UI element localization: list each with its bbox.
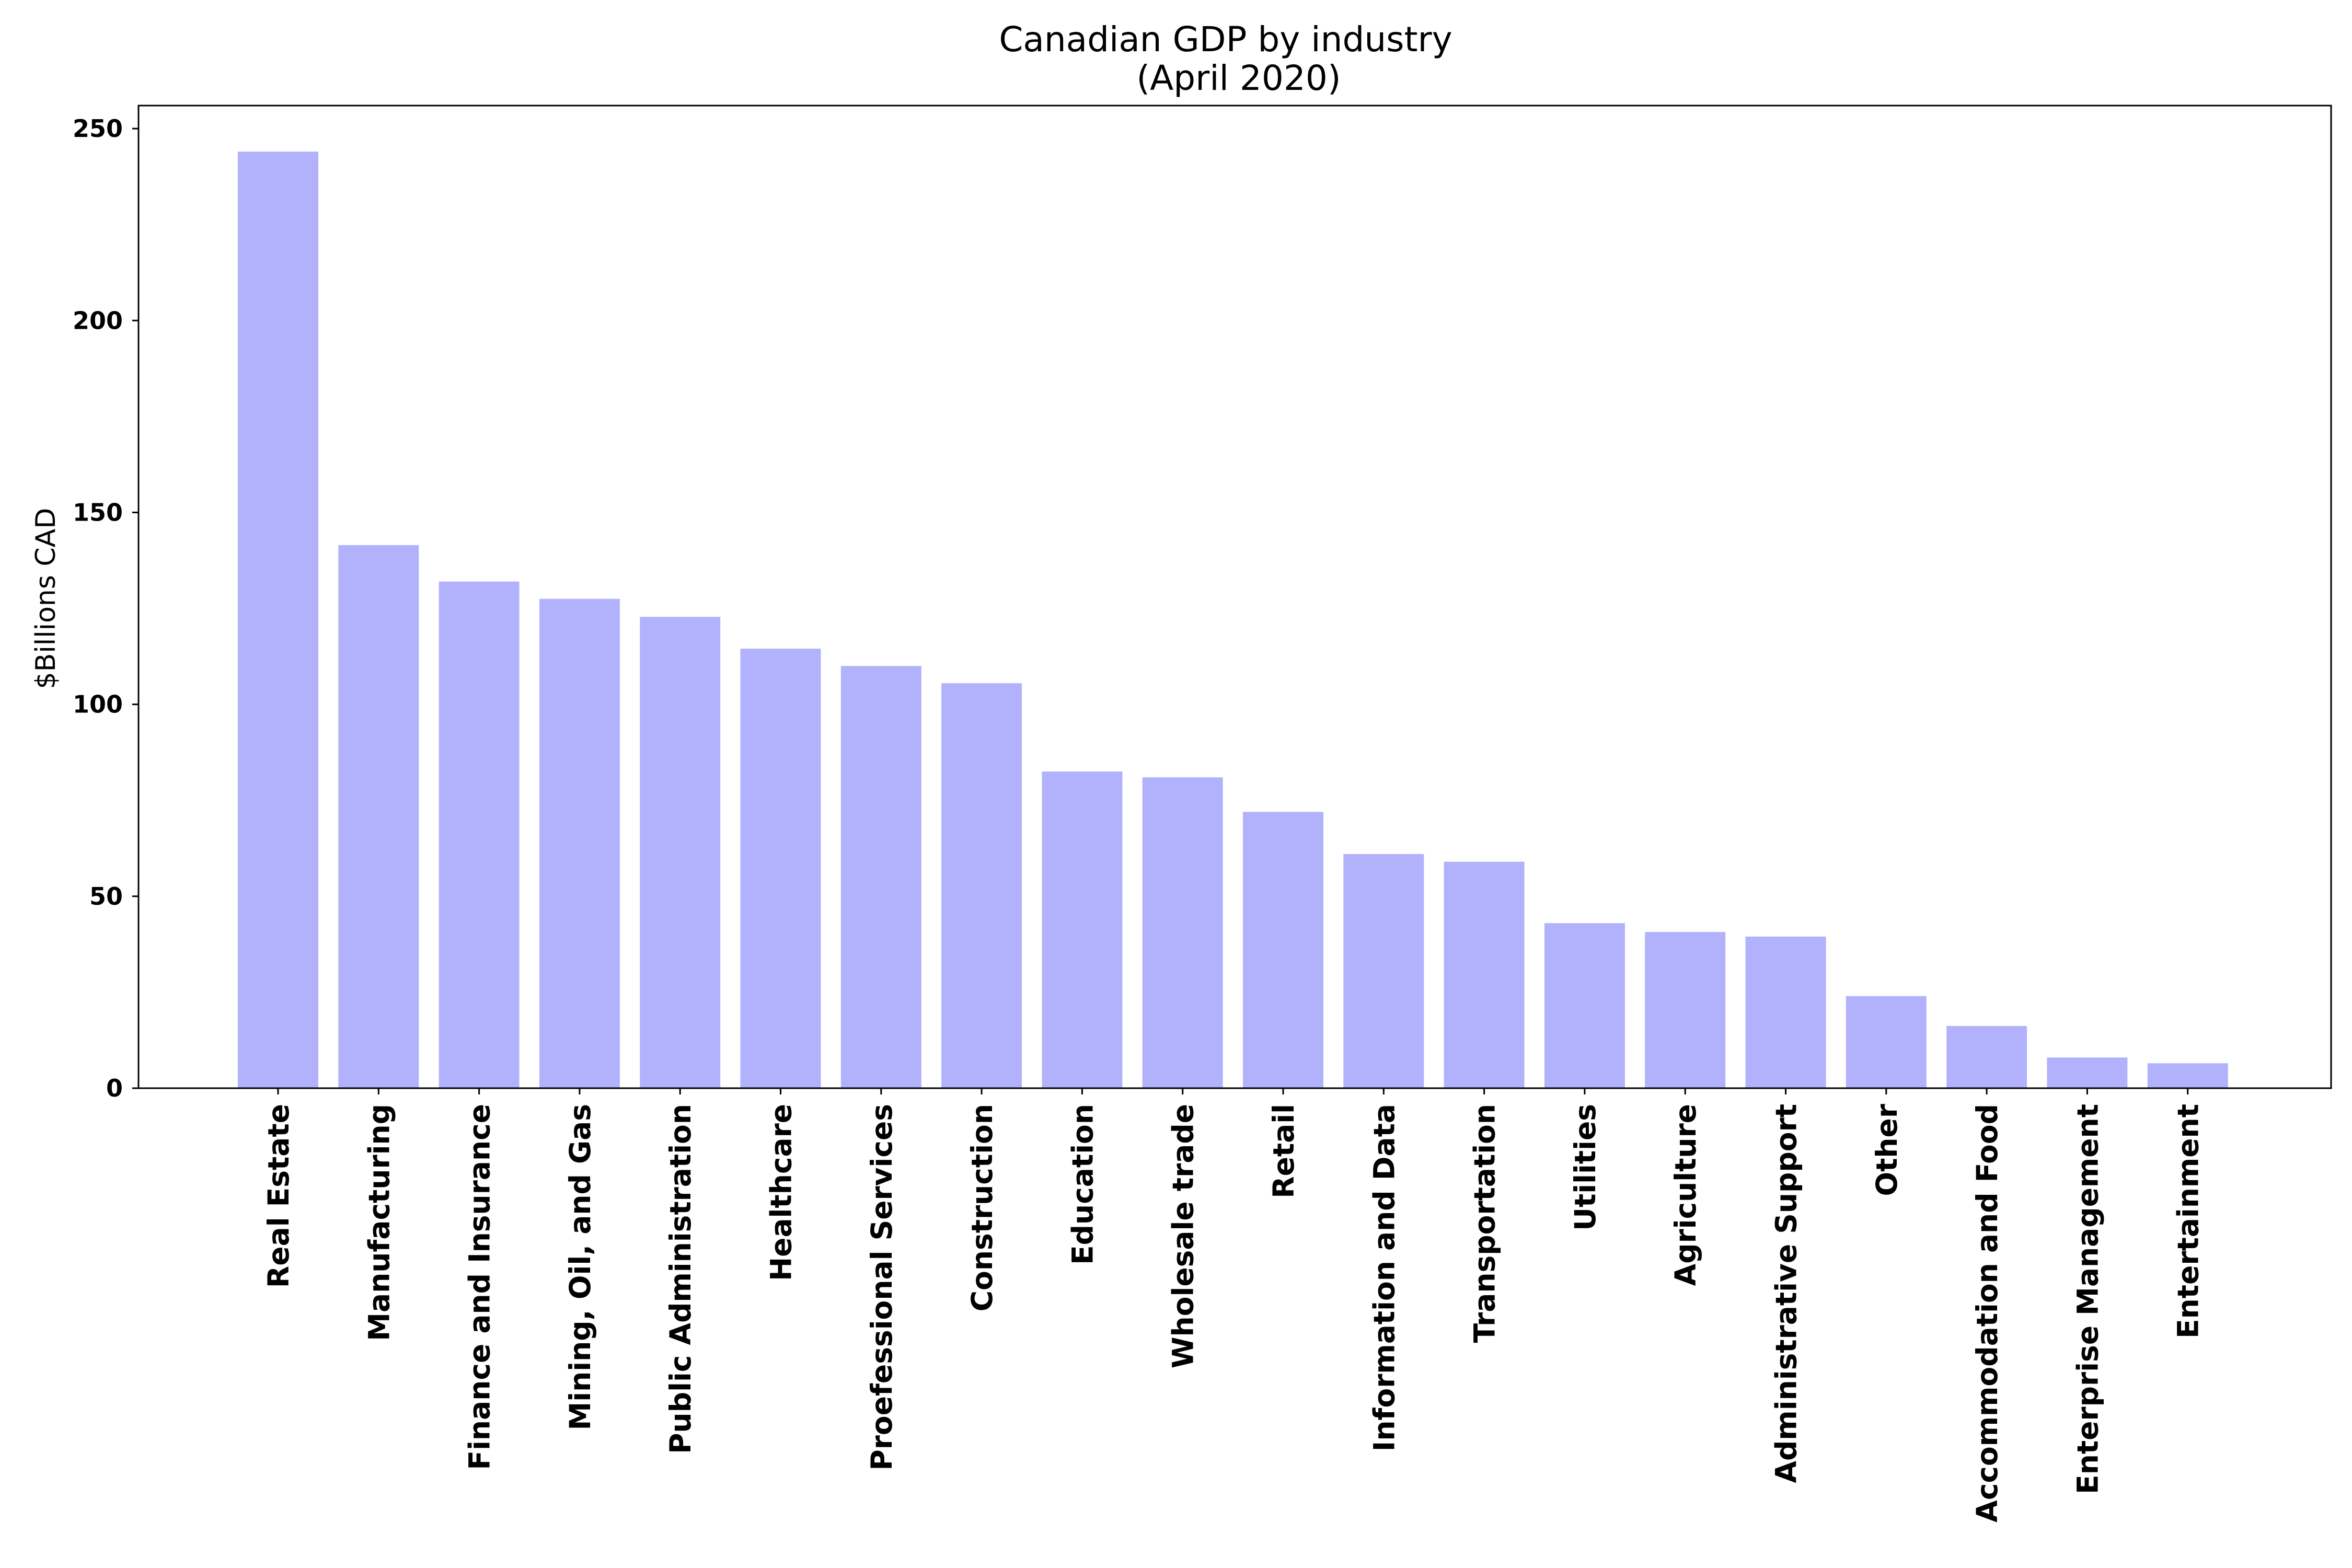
x-tick-label: Proefessional Services — [865, 1104, 898, 1471]
bar — [238, 152, 318, 1089]
x-tick-label: Agriculture — [1669, 1104, 1702, 1286]
bar — [740, 649, 821, 1088]
y-tick-label: 100 — [73, 690, 123, 719]
x-tick-label: Finance and Insurance — [463, 1104, 497, 1470]
bar — [1946, 1026, 2027, 1088]
bar — [338, 545, 419, 1088]
bar — [1745, 936, 1826, 1088]
y-axis-ticks: 0 50 100 150 200 250 — [73, 114, 139, 1102]
bar — [1544, 923, 1625, 1088]
y-tick-label: 250 — [73, 114, 123, 143]
bar — [640, 617, 721, 1088]
chart-subtitle: (April 2020) — [1136, 58, 1341, 98]
x-tick-label: Information and Data — [1367, 1104, 1401, 1451]
x-tick-label: Real Estate — [262, 1104, 295, 1288]
bar — [1444, 861, 1525, 1088]
bar — [439, 581, 520, 1088]
bar — [840, 666, 921, 1088]
x-tick-label: Transportation — [1468, 1104, 1502, 1343]
x-tick-label: Accommodation and Food — [1970, 1104, 2004, 1523]
bar — [1846, 996, 1927, 1089]
x-tick-label: Public Administration — [664, 1104, 697, 1454]
x-tick-label: Utilities — [1569, 1104, 1602, 1231]
y-axis-label: $Billions CAD — [30, 508, 62, 689]
x-tick-label: Mining, Oil, and Gas — [563, 1104, 597, 1430]
x-tick-label: Entertainment — [2172, 1104, 2205, 1339]
plot-area-frame — [137, 105, 2332, 1089]
x-axis-ticks: Real Estate Manufacturing Finance and Insu… — [262, 1088, 2205, 1523]
x-tick-label: Retail — [1267, 1104, 1300, 1198]
bar — [1243, 812, 1323, 1089]
x-tick-label: Other — [1870, 1104, 1904, 1196]
x-tick-label: Administrative Support — [1770, 1104, 1803, 1483]
bar — [1645, 932, 1726, 1088]
chart-title: Canadian GDP by industry — [999, 19, 1452, 60]
x-tick-label: Wholesale trade — [1167, 1104, 1200, 1368]
bar — [1142, 777, 1223, 1088]
y-tick-label: 150 — [73, 498, 123, 526]
x-tick-label: Healthcare — [765, 1104, 798, 1281]
bar — [1343, 854, 1424, 1088]
x-tick-label: Construction — [965, 1104, 999, 1311]
x-tick-label: Education — [1066, 1104, 1099, 1265]
bar — [941, 683, 1022, 1088]
bars-layer — [238, 152, 2228, 1089]
bar — [1042, 771, 1123, 1088]
y-tick-label: 0 — [106, 1074, 123, 1102]
y-tick-label: 50 — [89, 882, 123, 910]
bar — [2047, 1057, 2128, 1089]
bar — [2147, 1063, 2228, 1088]
y-tick-label: 200 — [73, 306, 123, 335]
bar — [539, 598, 620, 1088]
x-tick-label: Enterprise Management — [2071, 1104, 2104, 1494]
x-tick-label: Manufacturing — [362, 1104, 396, 1341]
